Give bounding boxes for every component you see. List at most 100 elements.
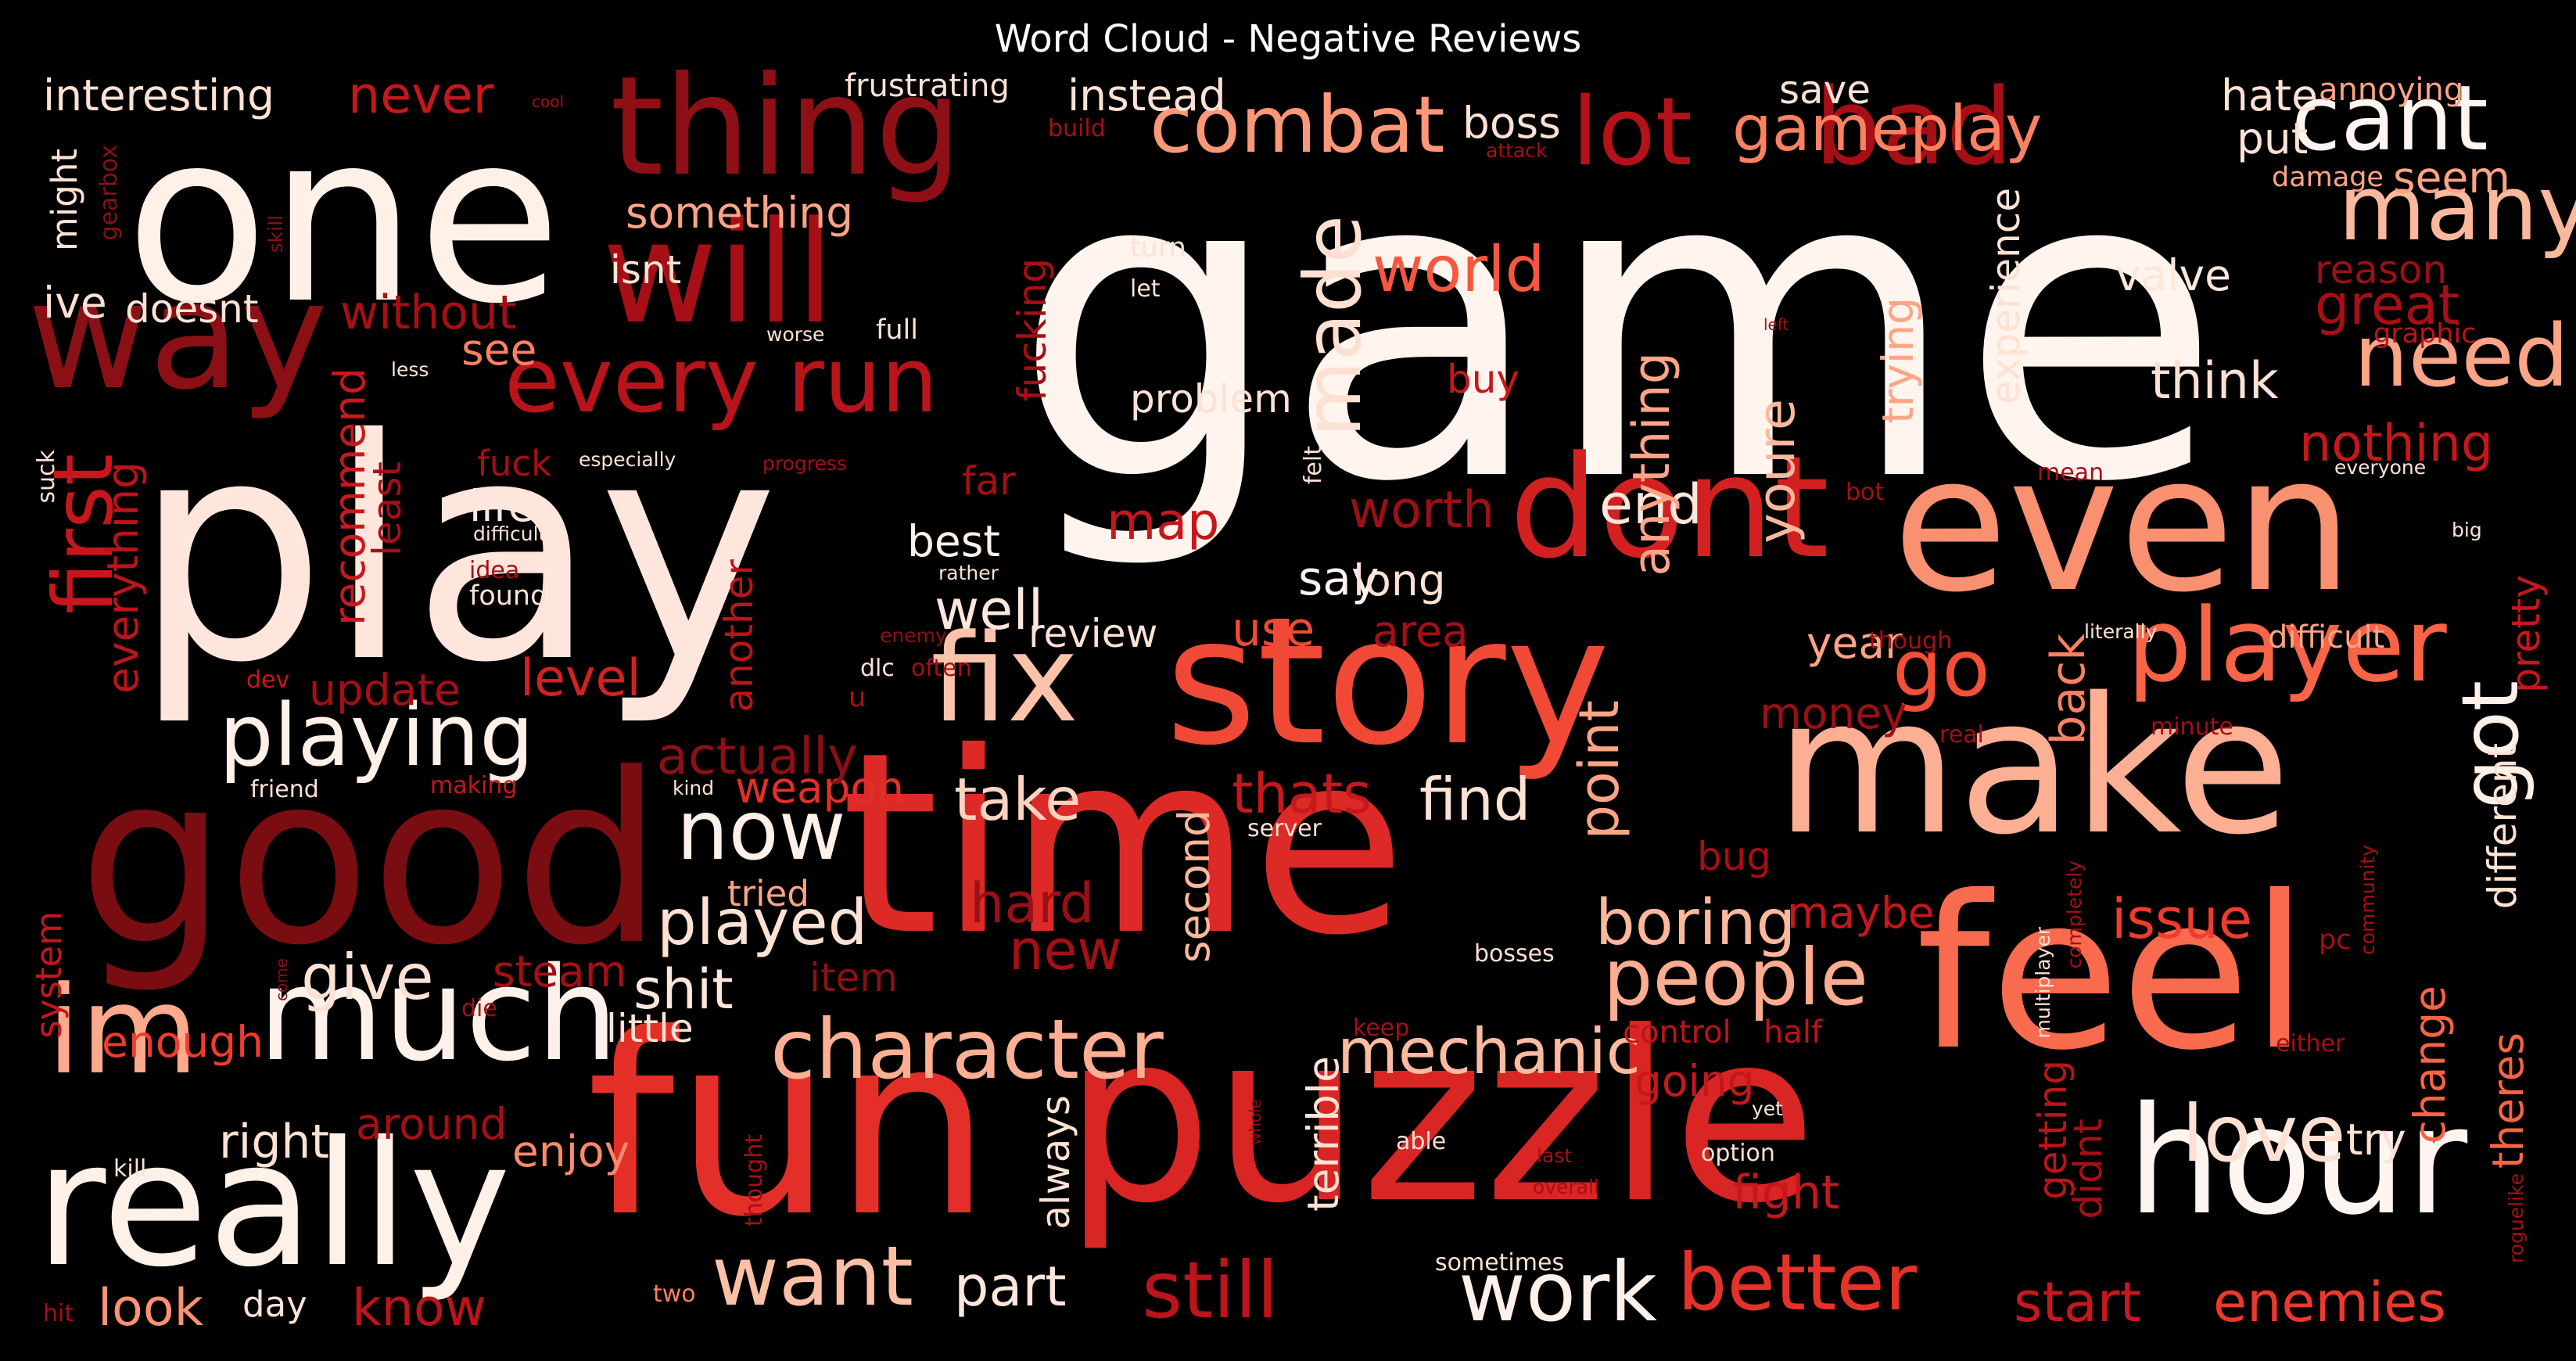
word-love: love (2182, 1088, 2346, 1180)
word-trying: trying (1873, 297, 1923, 424)
word-community: community (2356, 845, 2379, 955)
word-give: give (301, 941, 434, 1014)
word-lot: lot (1572, 78, 1692, 187)
word-pretty: pretty (2503, 575, 2549, 693)
word-need: need (2354, 306, 2569, 406)
word-another: another (716, 559, 762, 713)
word-found: found (469, 580, 548, 612)
word-minute: minute (2151, 713, 2233, 741)
word-people: people (1603, 932, 1868, 1023)
word-playing: playing (219, 685, 534, 785)
word-system: system (28, 911, 70, 1039)
word-build: build (1048, 115, 1106, 142)
word-doesnt: doesnt (125, 286, 259, 332)
word-interesting: interesting (43, 70, 275, 120)
word-might: might (44, 149, 85, 252)
word-level: level (520, 649, 641, 708)
word-completely: completely (2063, 860, 2086, 969)
word-different: different (2480, 743, 2525, 910)
word-map: map (1107, 493, 1220, 551)
word-mean: mean (2037, 459, 2104, 487)
word-cant: cant (2291, 66, 2488, 171)
word-enemy: enemy (880, 624, 947, 647)
word-one: one (125, 82, 562, 355)
word-isnt: isnt (610, 247, 682, 293)
word-new: new (1009, 918, 1122, 982)
word-hate: hate (2221, 70, 2318, 120)
word-played: played (657, 886, 868, 959)
word-part: part (954, 1255, 1067, 1319)
word-full: full (876, 314, 918, 346)
word-take: take (954, 765, 1082, 834)
word-problem: problem (1130, 376, 1292, 422)
word-worth: worth (1349, 481, 1495, 540)
word-nothing: nothing (2299, 415, 2494, 473)
word-want: want (712, 1229, 913, 1324)
word-better: better (1677, 1237, 1918, 1328)
word-made: made (1287, 215, 1379, 437)
word-world: world (1372, 233, 1545, 306)
word-point: point (1567, 700, 1631, 840)
word-much: much (258, 939, 619, 1090)
word-great: great (2315, 273, 2460, 337)
word-skill: skill (264, 215, 287, 253)
word-well: well (935, 578, 1044, 642)
word-way: way (27, 250, 328, 422)
word-turn: turn (1130, 232, 1186, 264)
word-start: start (2014, 1270, 2142, 1334)
word-overall: overall (1533, 1176, 1599, 1198)
word-graphic: graphic (2373, 318, 2477, 350)
word-make: make (1775, 657, 2291, 876)
word-multiplayer: multiplayer (2032, 927, 2054, 1039)
word-dlc: dlc (860, 655, 895, 682)
word-u: u (849, 682, 866, 713)
word-use: use (1232, 602, 1315, 657)
word-around: around (356, 1099, 508, 1149)
word-attack: attack (1486, 139, 1548, 162)
word-thing: thing (610, 48, 963, 206)
word-story: story (1165, 580, 1610, 785)
word-back: back (2041, 634, 2096, 745)
word-bot: bot (1846, 479, 1885, 506)
word-anything: anything (1623, 352, 1681, 576)
word-day: day (242, 1284, 307, 1325)
word-able: able (1396, 1128, 1447, 1155)
word-hard: hard (970, 871, 1095, 935)
word-bug: bug (1697, 834, 1772, 879)
word-sometimes: sometimes (1435, 1249, 1565, 1277)
word-everyone: everyone (2334, 456, 2427, 479)
word-valve: valve (2115, 250, 2231, 300)
word-player: player (2127, 586, 2447, 705)
word-boss: boss (1462, 98, 1561, 148)
word-now: now (676, 783, 846, 878)
word-enemies: enemies (2213, 1270, 2446, 1334)
word-area: area (1372, 606, 1469, 656)
word-everything: everything (98, 461, 148, 694)
word-feel: feel (1916, 850, 2309, 1097)
word-without: without (340, 285, 517, 340)
word-try: try (2346, 1115, 2406, 1165)
word-kill: kill (113, 1155, 147, 1183)
word-experience: experience (1983, 188, 2029, 405)
word-long: long (1353, 555, 1446, 605)
word-really: really (35, 1104, 511, 1305)
word-die: die (461, 995, 497, 1022)
word-good: good (78, 724, 663, 997)
word-life: life (469, 481, 535, 531)
word-actually: actually (657, 727, 858, 786)
word-dev: dev (246, 666, 290, 694)
word-fuck: fuck (477, 443, 552, 484)
word-mechanic: mechanic (1337, 1015, 1641, 1088)
word-difficult: difficult (2268, 619, 2385, 655)
word-yet: yet (1752, 1097, 1783, 1120)
word-fix: fix (931, 608, 1079, 749)
word-thought: thought (741, 1134, 768, 1226)
word-friend: friend (250, 776, 319, 803)
word-difficulty: difficulty (473, 522, 558, 545)
word-character: character (770, 1002, 1164, 1097)
word-roguelike: roguelike (2505, 1173, 2528, 1263)
word-damage: damage (2272, 162, 2384, 193)
word-something: something (626, 188, 854, 238)
word-update: update (309, 665, 461, 715)
word-come: come (272, 958, 291, 1002)
